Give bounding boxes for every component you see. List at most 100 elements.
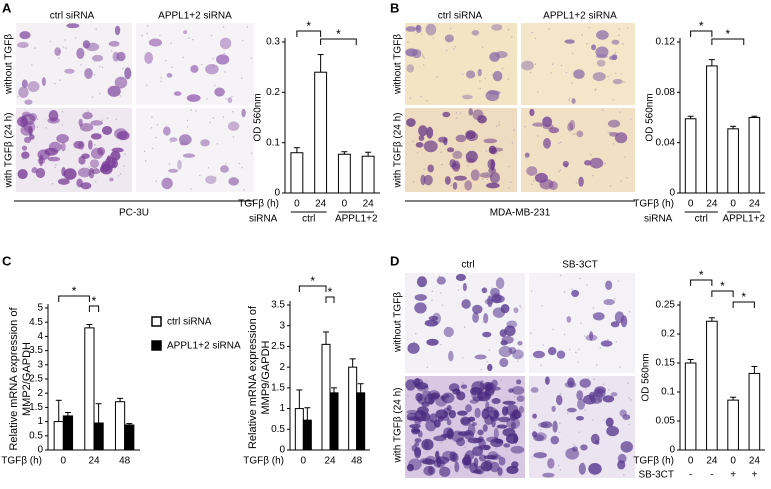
cell (429, 413, 438, 423)
pore (590, 153, 592, 156)
significance-star: * (699, 19, 704, 33)
pore (488, 349, 491, 351)
cell (492, 70, 503, 82)
bar (290, 152, 304, 194)
y-tick-label: 2 (37, 388, 43, 399)
cell (205, 175, 217, 185)
cell (444, 176, 451, 185)
cell (21, 151, 30, 159)
cell (186, 94, 201, 102)
row-label: with TGFβ (24 h) (393, 387, 404, 463)
cell (487, 295, 493, 308)
cell (456, 410, 468, 416)
pore (602, 383, 605, 386)
cell (423, 140, 438, 153)
cell (425, 23, 437, 36)
pore (412, 180, 415, 183)
column-label: ctrl siRNA (438, 11, 483, 22)
pore (585, 388, 587, 390)
cell (596, 59, 606, 67)
legend-swatch (151, 340, 162, 351)
cell (433, 435, 447, 442)
cell (66, 23, 80, 29)
pore (608, 388, 610, 391)
pore (412, 140, 414, 143)
pore (450, 184, 452, 187)
y-tick-label: 1.5 (29, 402, 43, 413)
pore (61, 110, 64, 113)
cell (144, 51, 154, 64)
cell (90, 120, 104, 126)
y-tick-label: 2 (279, 362, 285, 373)
cell (505, 404, 519, 416)
y-tick-label: 1 (279, 403, 285, 414)
cell (483, 381, 494, 392)
pore (222, 26, 225, 28)
cell (418, 135, 425, 142)
pore (461, 357, 464, 359)
pore (577, 361, 579, 363)
pore (160, 76, 162, 79)
cell (489, 171, 500, 184)
pore (214, 84, 216, 87)
pore (624, 156, 626, 158)
cell (91, 168, 101, 175)
cell (499, 358, 509, 368)
pore (571, 52, 574, 55)
significance-bracket (325, 296, 335, 303)
pore (423, 57, 425, 59)
pore (440, 151, 442, 153)
y-tick-label: 3 (279, 320, 285, 331)
pore (455, 117, 458, 119)
pore (579, 322, 582, 325)
x-row-label: - (689, 470, 692, 481)
x-axis-label: TGFβ (h) (243, 456, 284, 467)
cell (517, 340, 523, 346)
cell (168, 168, 179, 173)
cell (500, 304, 510, 314)
pore (406, 41, 409, 43)
cell (427, 164, 434, 173)
pore (626, 27, 629, 29)
cell (465, 404, 472, 413)
pore (498, 121, 501, 123)
cell (470, 169, 480, 181)
pore (481, 46, 484, 48)
bar (329, 392, 339, 451)
pore (563, 333, 566, 336)
pore (93, 73, 96, 76)
pore (480, 175, 482, 178)
cell (23, 136, 32, 144)
cell (177, 159, 182, 170)
pore (54, 166, 56, 168)
cell (593, 388, 606, 398)
cell (464, 180, 473, 191)
cell (474, 407, 481, 419)
pore (216, 142, 219, 145)
y-axis-label: Relative mRNA expression of (8, 307, 20, 451)
pore (622, 43, 624, 45)
pore (30, 64, 33, 66)
cell (457, 431, 471, 436)
cell (591, 44, 597, 51)
x-tick-label: 24 (324, 456, 336, 467)
cell (540, 421, 553, 429)
cell (479, 172, 493, 179)
pore (88, 166, 90, 168)
cell (501, 406, 509, 416)
cell (547, 347, 557, 356)
cell (414, 409, 427, 422)
pore (49, 40, 52, 43)
cell (503, 443, 511, 448)
pore (151, 116, 153, 118)
pore (524, 125, 526, 128)
pore (498, 124, 500, 126)
row-label: without TGFβ (393, 292, 404, 353)
legend-swatch (151, 316, 162, 327)
pore (431, 290, 434, 293)
y-tick-label: 0.5 (29, 430, 43, 441)
pore (530, 332, 532, 335)
cell (603, 298, 615, 306)
pore (467, 165, 469, 167)
